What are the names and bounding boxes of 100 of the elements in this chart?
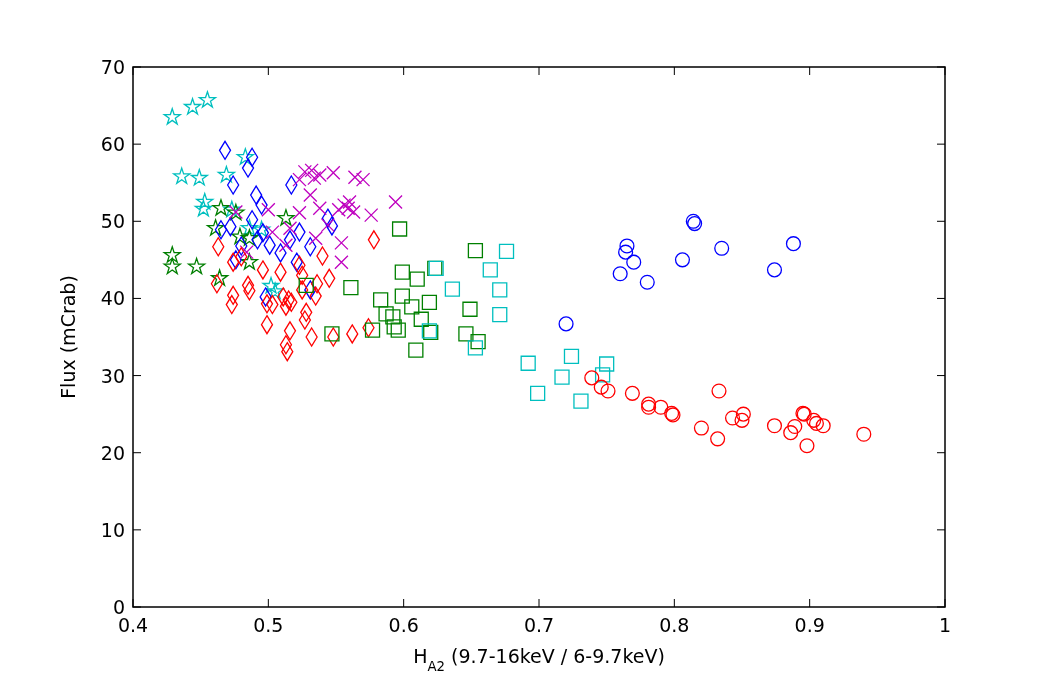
point xyxy=(297,164,313,180)
point xyxy=(236,148,255,165)
point xyxy=(639,274,655,290)
point xyxy=(444,281,461,297)
point xyxy=(785,236,801,252)
point xyxy=(626,254,642,270)
point xyxy=(599,356,615,372)
point xyxy=(619,238,635,254)
x-tick-label: 0.9 xyxy=(794,614,825,636)
point xyxy=(573,393,589,409)
point xyxy=(282,221,298,236)
point xyxy=(298,310,312,330)
point xyxy=(206,219,225,236)
point xyxy=(325,216,339,236)
y-tick-label: 40 xyxy=(100,287,125,310)
point xyxy=(413,311,429,327)
point xyxy=(492,306,508,323)
point xyxy=(240,229,259,246)
point xyxy=(194,199,213,217)
point xyxy=(530,385,546,401)
point xyxy=(163,108,181,125)
point xyxy=(321,208,335,228)
y-tick-label: 70 xyxy=(100,56,125,78)
point xyxy=(163,257,181,275)
point xyxy=(187,257,206,275)
point xyxy=(355,172,371,187)
x-tick-label: 0.8 xyxy=(659,614,690,636)
point xyxy=(674,252,691,268)
point xyxy=(283,321,297,341)
point xyxy=(783,425,799,441)
point xyxy=(458,326,474,342)
point xyxy=(283,230,297,250)
point xyxy=(467,242,484,259)
point xyxy=(612,266,628,282)
point xyxy=(256,223,270,243)
point xyxy=(210,269,229,286)
point xyxy=(239,244,254,260)
point xyxy=(482,262,498,278)
point xyxy=(394,264,410,280)
point xyxy=(334,255,349,270)
point xyxy=(260,315,274,335)
point xyxy=(378,306,394,322)
point xyxy=(212,199,230,216)
point xyxy=(241,275,255,295)
point xyxy=(470,333,486,350)
point xyxy=(856,426,872,442)
y-tick-label: 30 xyxy=(100,364,125,387)
point xyxy=(408,342,424,358)
point xyxy=(492,282,508,298)
point xyxy=(711,383,727,399)
point xyxy=(394,288,410,304)
point xyxy=(391,221,408,237)
y-tick-label: 10 xyxy=(100,518,125,541)
point xyxy=(815,418,831,434)
point xyxy=(256,260,270,280)
point xyxy=(734,412,750,428)
point xyxy=(231,227,249,245)
point xyxy=(240,253,259,270)
point xyxy=(724,410,741,426)
point xyxy=(341,201,356,216)
point xyxy=(710,431,726,447)
point xyxy=(308,231,323,246)
point xyxy=(390,322,406,338)
point xyxy=(766,262,783,278)
point xyxy=(618,244,634,260)
point xyxy=(367,230,381,250)
point xyxy=(404,299,420,315)
point xyxy=(558,316,574,332)
point xyxy=(364,207,379,223)
point xyxy=(304,163,319,178)
point xyxy=(190,168,208,186)
point xyxy=(714,240,730,256)
point xyxy=(183,98,202,115)
point xyxy=(386,319,402,335)
point xyxy=(600,383,616,399)
point xyxy=(364,322,381,338)
point xyxy=(279,335,293,355)
point xyxy=(563,348,580,364)
x-tick-label: 0.6 xyxy=(388,614,419,636)
point xyxy=(421,294,438,310)
x-tick-label: 1 xyxy=(938,614,952,636)
point xyxy=(310,274,324,294)
point xyxy=(163,246,181,263)
point xyxy=(554,369,570,385)
point xyxy=(467,340,484,356)
point xyxy=(787,418,803,435)
point xyxy=(260,294,274,314)
point xyxy=(342,194,357,210)
point xyxy=(245,147,259,167)
point xyxy=(266,282,284,299)
point xyxy=(292,205,307,220)
y-tick-label: 20 xyxy=(100,441,125,464)
y-axis-title: Flux (mCrab) xyxy=(57,275,79,399)
point xyxy=(343,279,359,296)
point xyxy=(217,165,236,183)
x-tick-label: 0.5 xyxy=(253,614,284,636)
point xyxy=(240,219,259,236)
point xyxy=(320,217,336,233)
point xyxy=(298,277,314,293)
point xyxy=(373,292,389,308)
